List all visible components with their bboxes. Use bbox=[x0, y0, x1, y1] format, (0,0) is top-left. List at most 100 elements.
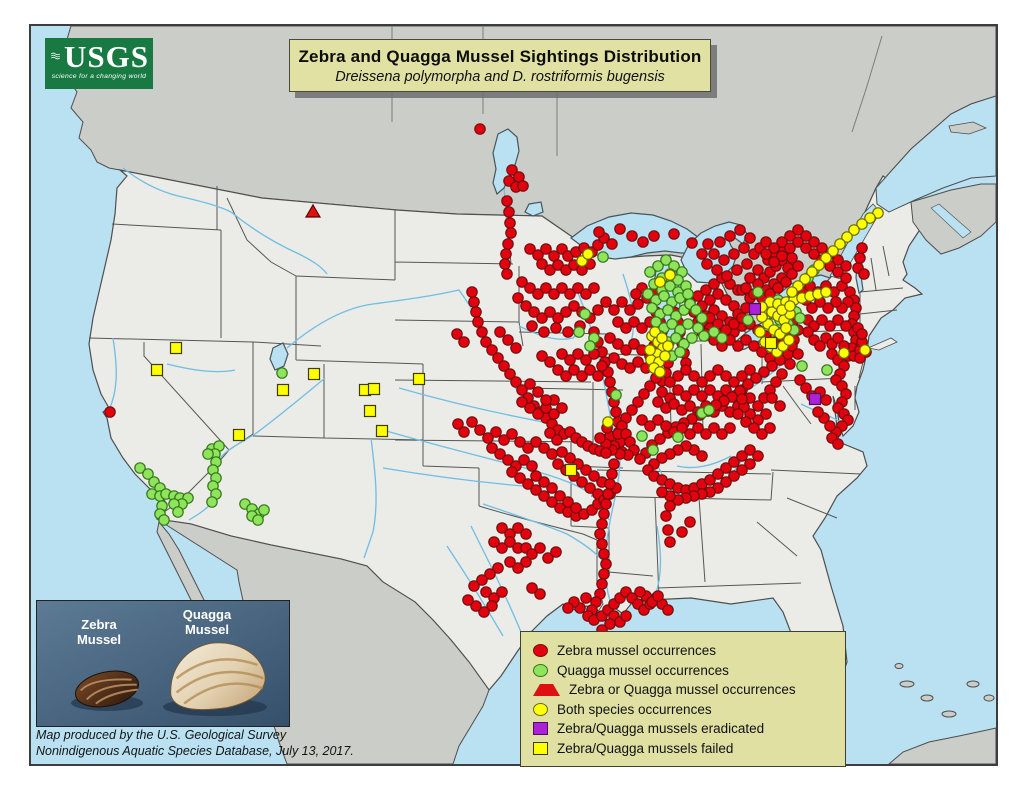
zebra-occurrence-point bbox=[512, 292, 524, 304]
quagga-occurrence-point bbox=[597, 251, 609, 263]
legend-symbol-circle bbox=[533, 663, 548, 677]
zebra-occurrence-point bbox=[492, 562, 504, 574]
zebra-occurrence-point bbox=[572, 348, 584, 360]
zebra-occurrence-point bbox=[794, 374, 806, 386]
quagga-occurrence-point bbox=[796, 360, 808, 372]
zebra-occurrence-point bbox=[632, 298, 644, 310]
zebra-occurrence-point bbox=[764, 422, 776, 434]
zebra-occurrence-point bbox=[580, 592, 592, 604]
zebra-occurrence-point bbox=[672, 370, 684, 382]
zebra-occurrence-point bbox=[656, 486, 668, 498]
quagga-occurrence-point bbox=[206, 496, 218, 508]
zebra-occurrence-point bbox=[480, 586, 492, 598]
zebra-occurrence-point bbox=[598, 508, 610, 520]
zebra-occurrence-point bbox=[774, 400, 786, 412]
legend-label: Zebra or Quagga mussel occurrences bbox=[569, 682, 796, 698]
both-occurrence-point bbox=[602, 416, 614, 428]
zebra-occurrence-point bbox=[744, 272, 756, 284]
zebra-occurrence-point bbox=[840, 320, 852, 332]
legend: Zebra mussel occurrences Quagga mussel oc… bbox=[520, 631, 846, 767]
zebra-occurrence-point bbox=[744, 232, 756, 244]
legend-label: Zebra/Quagga mussels failed bbox=[557, 740, 734, 756]
zebra-occurrence-point bbox=[517, 180, 529, 192]
zebra-occurrence-point bbox=[540, 394, 552, 406]
zebra-occurrence-point bbox=[711, 264, 723, 276]
failed-occurrence-point bbox=[276, 383, 290, 397]
zebra-occurrence-point bbox=[506, 428, 518, 440]
quagga-occurrence-point bbox=[658, 290, 670, 302]
both-occurrence-point bbox=[654, 276, 666, 288]
zebra-occurrence-point bbox=[750, 372, 762, 384]
both-occurrence-point bbox=[813, 259, 825, 271]
zebra-occurrence-point bbox=[504, 556, 516, 568]
zebra-occurrence-point bbox=[551, 434, 563, 446]
zebra-occurrence-point bbox=[588, 282, 600, 294]
quagga-occurrence-point bbox=[696, 312, 708, 324]
zebra-occurrence-point bbox=[560, 370, 572, 382]
zebra-occurrence-point bbox=[626, 230, 638, 242]
zebra-occurrence-point bbox=[756, 428, 768, 440]
zebra-occurrence-point bbox=[696, 376, 708, 388]
legend-symbol-square bbox=[533, 722, 548, 736]
zebra-occurrence-point bbox=[478, 606, 490, 618]
zebra-occurrence-point bbox=[731, 264, 743, 276]
zebra-occurrence-point bbox=[708, 248, 720, 260]
zebra-occurrence-point bbox=[564, 354, 576, 366]
zebra-occurrence-point bbox=[560, 306, 572, 318]
legend-row-zebra: Zebra mussel occurrences bbox=[533, 641, 835, 661]
zebra-occurrence-point bbox=[502, 334, 514, 346]
zebra-occurrence-point bbox=[564, 452, 576, 464]
zebra-mussel-label: Zebra Mussel bbox=[77, 617, 121, 647]
zebra-occurrence-point bbox=[662, 604, 674, 616]
zebra-occurrence-point bbox=[856, 328, 868, 340]
quagga-mussel-label: Quagga Mussel bbox=[183, 607, 232, 637]
zebra-occurrence-point bbox=[652, 414, 664, 426]
zebra-occurrence-point bbox=[536, 258, 548, 270]
zebra-occurrence-point bbox=[524, 282, 536, 294]
zebra-occurrence-point bbox=[600, 447, 612, 459]
zebra-occurrence-point bbox=[482, 432, 494, 444]
zebra-occurrence-point bbox=[664, 536, 676, 548]
zebra-occurrence-point bbox=[832, 314, 844, 326]
zebra-occurrence-point bbox=[720, 294, 732, 306]
both-occurrence-point bbox=[799, 273, 811, 285]
quagga-occurrence-point bbox=[584, 340, 596, 352]
zebra-occurrence-point bbox=[701, 258, 713, 270]
quagga-occurrence-point bbox=[716, 332, 728, 344]
quagga-occurrence-point bbox=[662, 304, 674, 316]
zebra-occurrence-point bbox=[824, 420, 836, 432]
zebra-occurrence-point bbox=[718, 254, 730, 266]
quagga-occurrence-point bbox=[258, 504, 270, 516]
zebra-occurrence-point bbox=[501, 195, 513, 207]
zebra-occurrence-point bbox=[672, 384, 684, 396]
zebra-occurrence-point bbox=[546, 482, 558, 494]
failed-occurrence-point bbox=[367, 382, 381, 396]
quagga-occurrence-point bbox=[644, 266, 656, 278]
zebra-occurrence-point bbox=[832, 438, 844, 450]
zebra-occurrence-point bbox=[466, 286, 478, 298]
zebra-occurrence-point bbox=[488, 536, 500, 548]
zebra-occurrence-point bbox=[568, 364, 580, 376]
quagga-occurrence-point bbox=[202, 448, 214, 460]
quagga-occurrence-point bbox=[698, 330, 710, 342]
zebra-mussel-shell bbox=[75, 670, 139, 708]
zebra-occurrence-point bbox=[554, 490, 566, 502]
zebra-occurrence-point bbox=[704, 384, 716, 396]
quagga-occurrence-point bbox=[158, 514, 170, 526]
failed-occurrence-point bbox=[363, 404, 377, 418]
zebra-occurrence-point bbox=[476, 574, 488, 586]
both-occurrence-point bbox=[662, 340, 674, 352]
zebra-occurrence-point bbox=[792, 236, 804, 248]
zebra-occurrence-point bbox=[602, 488, 614, 500]
zebra-occurrence-point bbox=[596, 360, 608, 372]
zebra-occurrence-point bbox=[536, 350, 548, 362]
both-occurrence-point bbox=[806, 266, 818, 278]
zebra-occurrence-point bbox=[524, 402, 536, 414]
zebra-occurrence-point bbox=[840, 260, 852, 272]
zebra-occurrence-point bbox=[808, 236, 820, 248]
map-title-box: Zebra and Quagga Mussel Sightings Distri… bbox=[289, 39, 711, 92]
zebra-occurrence-point bbox=[634, 586, 646, 598]
zebra-occurrence-point bbox=[492, 352, 504, 364]
zebra-occurrence-point bbox=[752, 400, 764, 412]
zebra-occurrence-point bbox=[592, 304, 604, 316]
